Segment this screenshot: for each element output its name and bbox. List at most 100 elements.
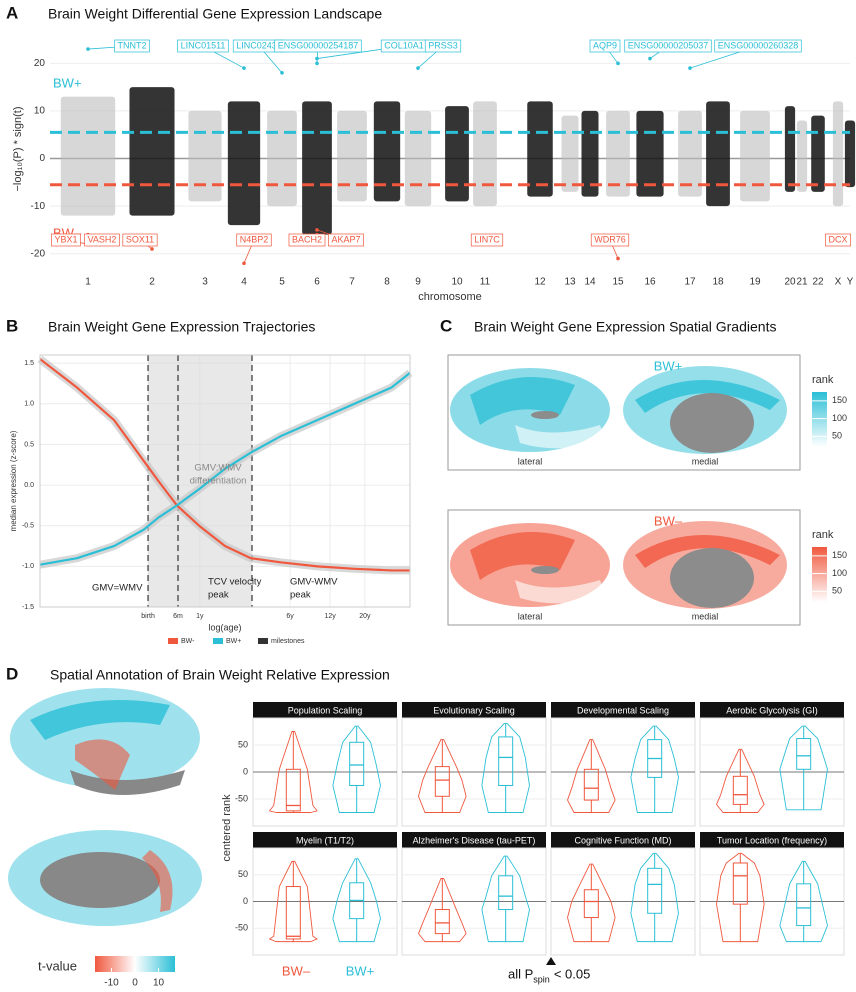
chromosome-spread — [785, 106, 795, 192]
x-tick-label: 2 — [149, 277, 155, 288]
colorbar — [812, 547, 827, 602]
y-tick-label: 50 — [238, 739, 248, 749]
chromosome-spread — [302, 101, 332, 234]
x-tick-label: 21 — [796, 277, 808, 288]
x-tick-label: 17 — [684, 277, 696, 288]
x-tick-label: 1y — [196, 613, 204, 620]
x-tick-label: 22 — [812, 277, 824, 288]
y-tick-label: -1.5 — [22, 604, 34, 611]
y-axis-label: median expression (z-score) — [9, 430, 18, 531]
hit-point — [242, 261, 246, 265]
y-tick-label: 0.5 — [24, 441, 34, 448]
view-label: medial — [692, 611, 719, 621]
legend-label: BW– — [282, 963, 311, 978]
colorbar-title: t-value — [38, 958, 77, 973]
legend-label: BW+ — [346, 963, 375, 978]
y-tick-label: 1.0 — [24, 401, 34, 408]
colorbar — [812, 392, 827, 447]
colorbar-tick-label: 100 — [832, 413, 847, 423]
annotation: peak — [290, 590, 311, 601]
hit-point — [315, 62, 319, 66]
facet-title: Aerobic Glycolysis (GI) — [726, 705, 818, 715]
hit-point — [150, 247, 154, 251]
x-tick-label: 20y — [359, 613, 371, 620]
annotation: TCV velocity — [208, 577, 262, 588]
colorbar-title: rank — [812, 529, 834, 541]
chromosome-spread — [740, 111, 770, 201]
panel-letter: C — [440, 316, 452, 335]
facet-title: Evolutionary Scaling — [433, 705, 515, 715]
chart-title: Brain Weight Differential Gene Expressio… — [48, 6, 382, 22]
annotation: GMV-WMV — [290, 577, 338, 588]
x-tick-label: 6y — [286, 613, 294, 620]
hit-label: AQP9 — [593, 40, 617, 50]
y-axis-label: −log₁₀(P) * sign(t) — [12, 107, 24, 192]
hit-label: LIN7C — [474, 234, 500, 244]
hit-point — [416, 66, 420, 70]
brain-medial-wall — [670, 393, 754, 453]
chromosome-spread — [374, 101, 400, 201]
chromosome-spread — [811, 116, 825, 192]
chromosome-spread — [337, 111, 367, 201]
x-tick-label: 5 — [279, 277, 285, 288]
hit-label: N4BP2 — [240, 234, 269, 244]
hit-point — [280, 71, 284, 75]
facet-title: Alzheimer's Disease (tau-PET) — [413, 835, 536, 845]
hit-point — [648, 57, 652, 61]
hit-point — [86, 47, 90, 51]
legend-label: BW- — [181, 638, 195, 645]
colorbar-tick-label: -10 — [104, 978, 119, 989]
y-tick-label: -20 — [31, 248, 46, 259]
panel-letter: D — [6, 664, 18, 683]
hit-label: BACH2 — [292, 234, 322, 244]
x-tick-label: 6m — [173, 613, 183, 620]
x-tick-label: 6 — [314, 277, 320, 288]
y-tick-label: 1.5 — [24, 360, 34, 367]
x-tick-label: birth — [141, 613, 155, 620]
legend-label: milestones — [271, 638, 305, 645]
colorbar-tick-label: 150 — [832, 395, 847, 405]
hit-label: TNNT2 — [118, 40, 147, 50]
y-tick-label: -0.5 — [22, 523, 34, 530]
legend-swatch — [213, 638, 223, 644]
y-tick-label: 50 — [238, 869, 248, 879]
view-label: medial — [692, 456, 719, 466]
x-tick-label: 10 — [451, 277, 463, 288]
colorbar-tick-label: 100 — [832, 568, 847, 578]
x-tick-label: X — [835, 277, 842, 288]
chromosome-spread — [833, 101, 843, 206]
chromosome-spread — [562, 116, 579, 192]
hit-label: SOX11 — [126, 234, 154, 244]
chromosome-spread — [845, 120, 855, 187]
legend-swatch — [258, 638, 268, 644]
chromosome-spread — [228, 101, 260, 225]
x-axis-label: log(age) — [208, 622, 241, 632]
y-tick-label: -50 — [235, 923, 248, 933]
hit-label: AKAP7 — [331, 234, 360, 244]
brain-medial-wall — [531, 411, 559, 419]
threshold-label: BW+ — [53, 75, 82, 90]
y-tick-label: 10 — [34, 106, 46, 117]
colorbar-tick-label: 50 — [832, 431, 842, 441]
y-tick-label: -50 — [235, 793, 248, 803]
view-label: lateral — [518, 611, 543, 621]
x-tick-label: 12 — [534, 277, 546, 288]
chart-title: Brain Weight Gene Expression Trajectorie… — [48, 319, 315, 335]
x-tick-label: 13 — [564, 277, 576, 288]
colorbar-tick-label: 150 — [832, 550, 847, 560]
hit-label: DCX — [828, 234, 847, 244]
chromosome-spread — [445, 106, 469, 201]
note-tail: < 0.05 — [554, 966, 591, 981]
annotation: GMV:WMV — [194, 463, 242, 474]
colorbar-tick-label: 10 — [153, 978, 165, 989]
brain-medial-wall — [40, 852, 160, 908]
figure: ABrain Weight Differential Gene Expressi… — [0, 0, 856, 992]
hit-label: VASH2 — [88, 234, 117, 244]
x-tick-label: 12y — [324, 613, 336, 620]
facet-title: Myelin (T1/T2) — [296, 835, 354, 845]
x-tick-label: 15 — [612, 277, 624, 288]
hit-point — [242, 66, 246, 70]
chromosome-spread — [527, 101, 553, 196]
y-tick-label: 0 — [243, 896, 248, 906]
chromosome-spread — [61, 97, 115, 216]
